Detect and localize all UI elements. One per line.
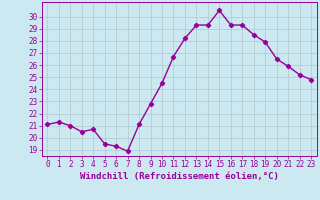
X-axis label: Windchill (Refroidissement éolien,°C): Windchill (Refroidissement éolien,°C) <box>80 172 279 181</box>
